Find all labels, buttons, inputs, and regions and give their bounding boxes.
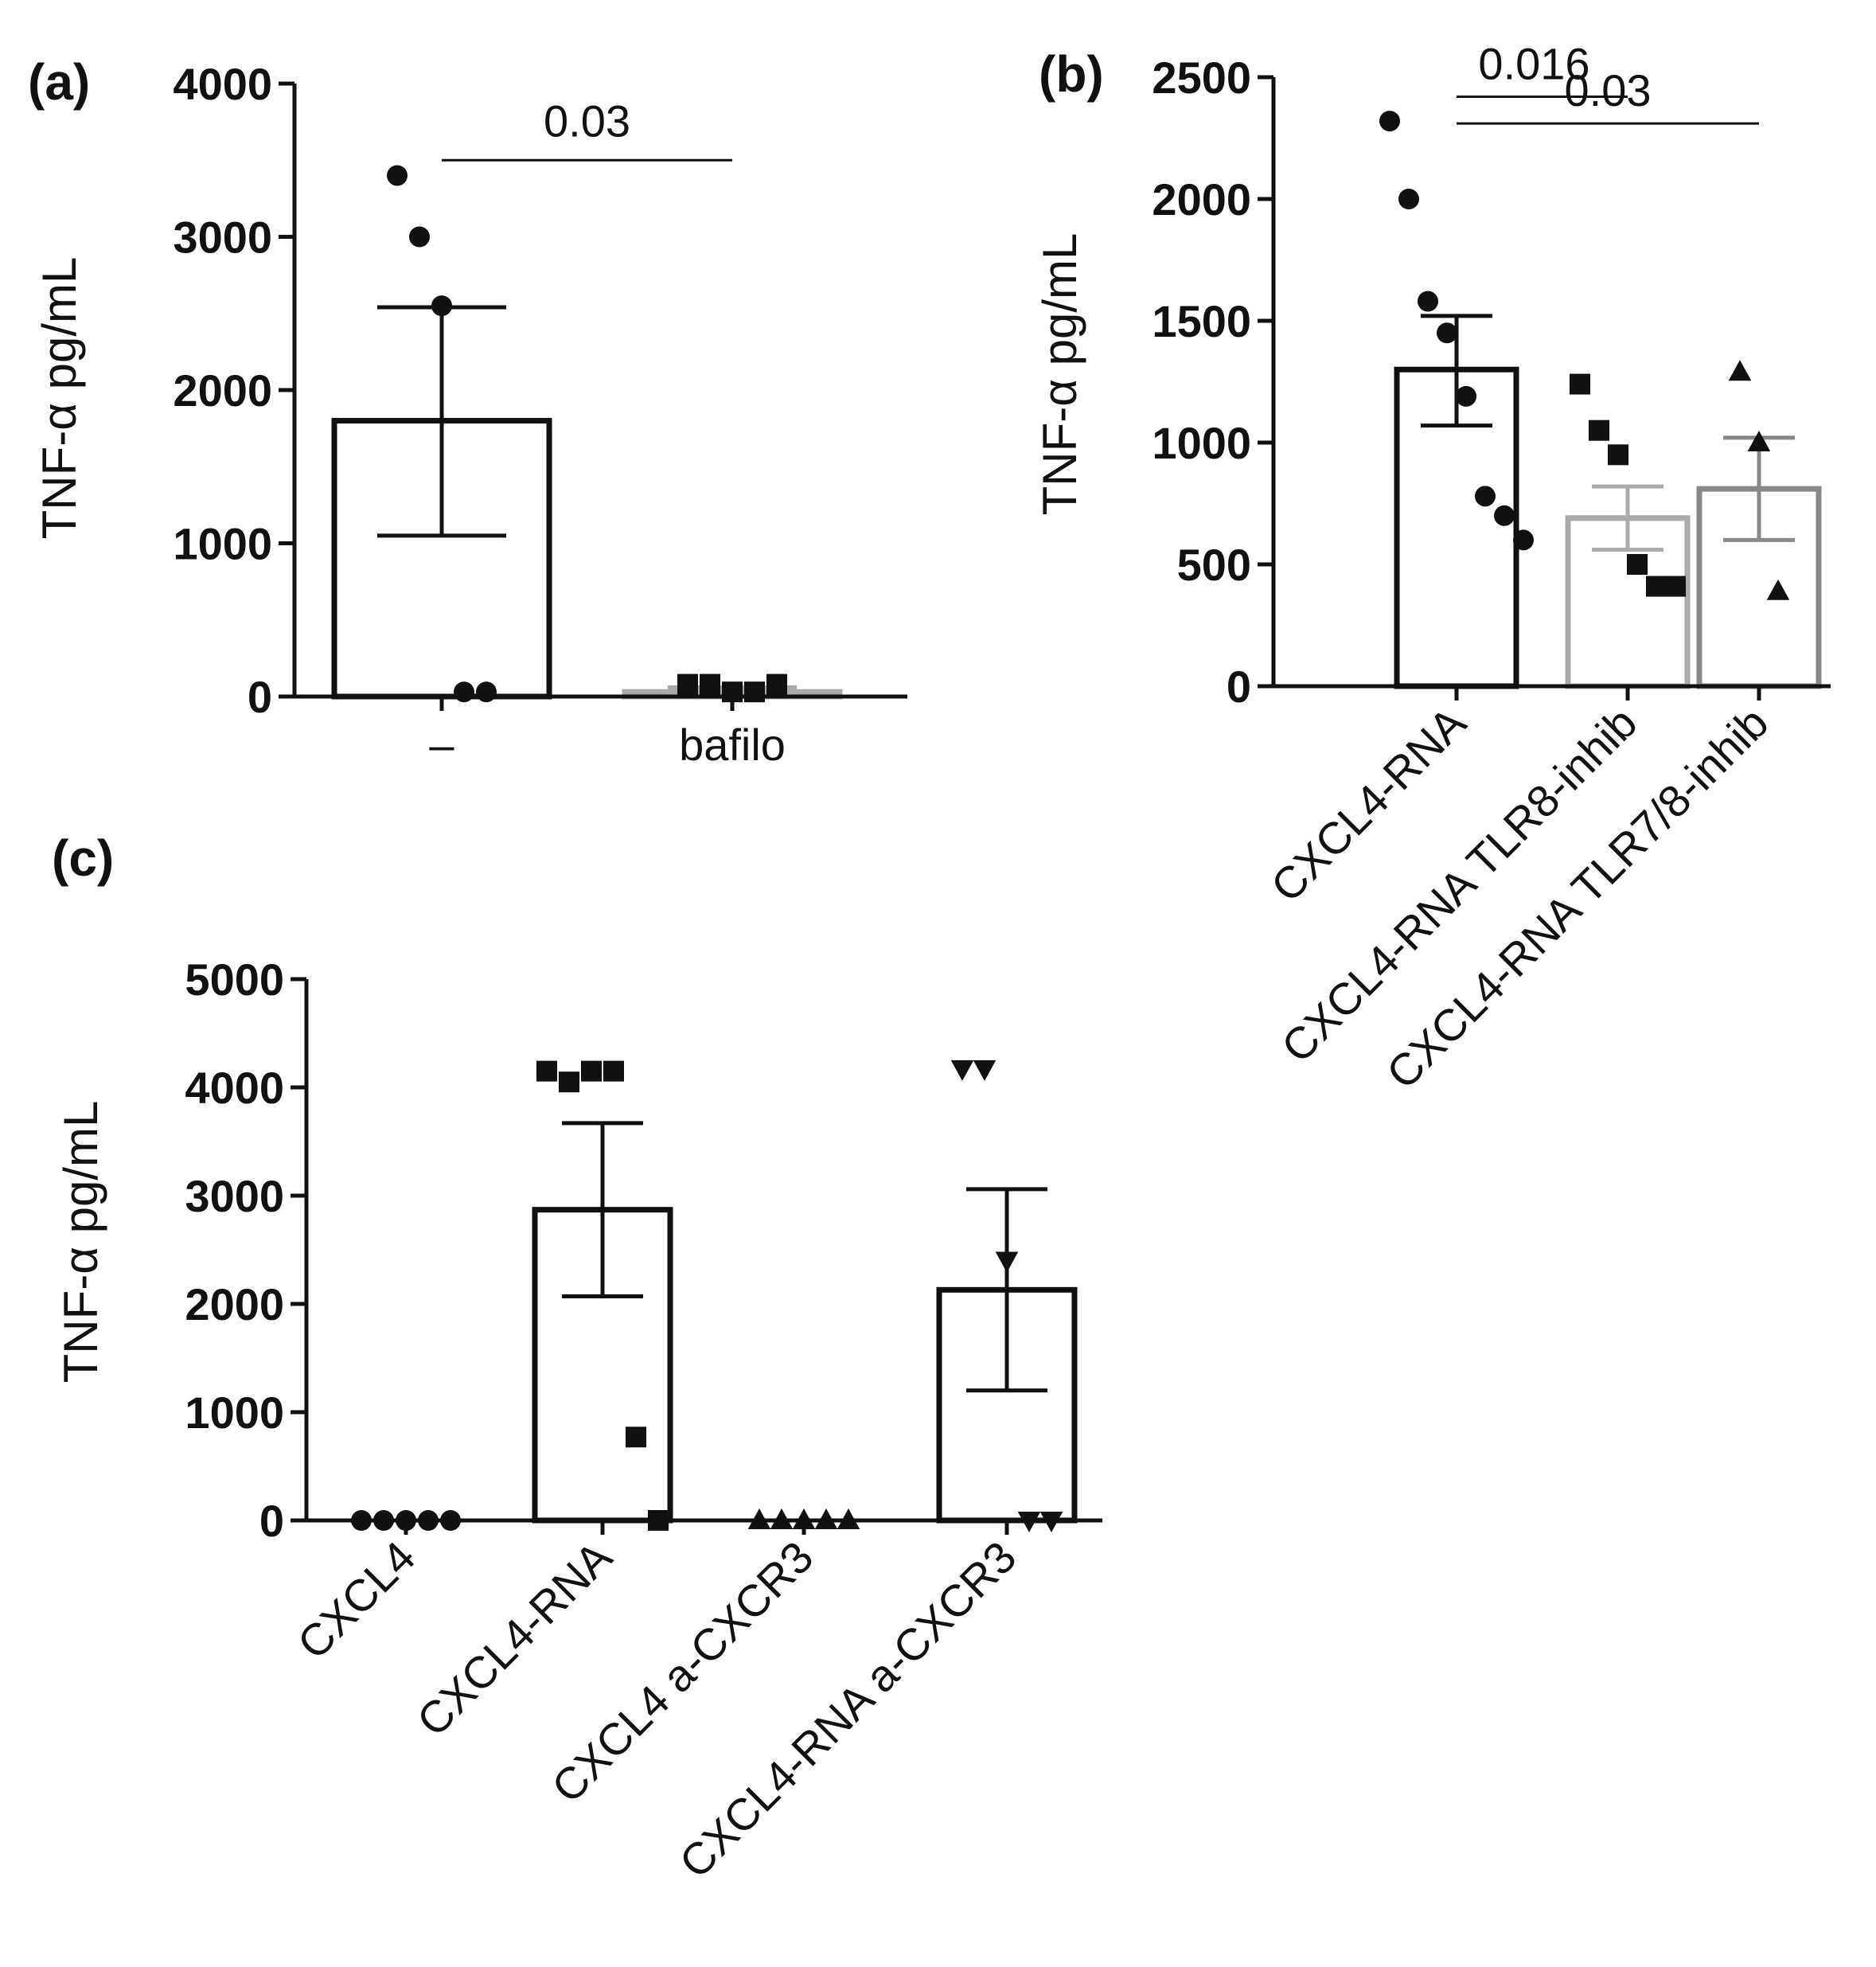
panel-1-y-tick-label-5: 2500 (1152, 53, 1251, 103)
panel-2-point-3-1 (973, 1060, 997, 1081)
panel-b-y-axis-title: TNF-α pg/mL (1033, 233, 1086, 516)
panel-1-error-bar-1 (1592, 484, 1663, 552)
panel-1-point-0-3 (1437, 322, 1457, 344)
panel-a: (a) TNF-α pg/mL 0 1000 2000 3000 4000 – bafilo… (28, 53, 907, 770)
panel-0-point-0-3 (454, 681, 474, 703)
panel-2-y-tick-label-4: 4000 (185, 1063, 284, 1113)
panel-0-point-1-0 (677, 673, 698, 695)
panel-c-y-axis-title: TNF-α pg/mL (54, 1101, 107, 1384)
panel-a-label: (a) (28, 53, 90, 111)
panel-0-y-tick-label-4: 4000 (173, 59, 272, 109)
panel-2-point-1-0 (536, 1060, 557, 1082)
panel-2-category-label-0: CXCL4 (287, 1532, 424, 1668)
panel-0-significance-label-0: 0.03 (544, 96, 630, 146)
panel-2-category-label-1: CXCL4-RNA (407, 1531, 621, 1745)
panel-2-y-tick-label-3: 3000 (185, 1171, 284, 1221)
panel-1-y-tick-label-0: 0 (1227, 662, 1251, 712)
panel-b: (b) TNF-α pg/mL 05001000150020002500CXCL… (1033, 38, 1831, 1099)
panel-2-point-1-4 (626, 1426, 646, 1448)
panel-0-point-0-1 (409, 226, 430, 248)
panel-1-point-0-1 (1398, 189, 1419, 209)
panel-0-point-0-0 (387, 165, 408, 186)
panel-2-point-3-0 (950, 1060, 974, 1081)
panel-1-y-tick-label-4: 2000 (1152, 174, 1251, 224)
panel-1-point-1-4 (1646, 576, 1667, 597)
panel-2-category-label-3: CXCL4-RNA a-CXCR3 (669, 1532, 1025, 1887)
panel-1-y-tick-label-2: 1000 (1152, 418, 1251, 468)
panel-1-y-tick-label-1: 500 (1177, 540, 1251, 590)
panel-0-y-tick-label-3: 3000 (173, 213, 272, 263)
panel-b-label: (b) (1039, 45, 1104, 103)
panel-2-y-tick-label-1: 1000 (185, 1387, 284, 1438)
panel-0-category-label-1: bafilo (679, 720, 786, 770)
panel-1-point-0-6 (1494, 505, 1515, 526)
panel-1-point-1-0 (1570, 373, 1590, 395)
panel-0-point-0-4 (476, 681, 497, 703)
panel-2-point-3-2 (995, 1251, 1019, 1273)
panel-0-point-1-4 (766, 673, 787, 695)
panel-1-point-0-7 (1513, 529, 1534, 551)
panel-2-point-1-3 (603, 1060, 624, 1082)
panel-1-point-1-5 (1665, 576, 1686, 597)
panel-c-label: (c) (52, 829, 114, 887)
panel-0-point-1-3 (744, 681, 765, 703)
panel-1-point-1-1 (1589, 420, 1609, 441)
panel-2-y-tick-label-5: 5000 (185, 954, 284, 1005)
panel-2-point-1-2 (581, 1060, 602, 1082)
panel-2-error-bar-3 (966, 1187, 1047, 1393)
panel-1-point-1-3 (1627, 554, 1648, 575)
panel-0-point-0-2 (431, 295, 452, 317)
panel-1-point-1-2 (1608, 444, 1628, 466)
panel-2-error-bar-1 (562, 1121, 643, 1298)
panel-0-category-label-0: – (429, 720, 454, 770)
panel-2-y-tick-label-2: 2000 (185, 1279, 284, 1329)
panel-a-y-axis-title: TNF-α pg/mL (33, 257, 86, 540)
panel-2-point-1-1 (559, 1071, 579, 1093)
panel-0-y-tick-label-1: 1000 (173, 519, 272, 569)
panel-2-y-tick-label-0: 0 (259, 1496, 284, 1546)
panel-1-point-0-5 (1475, 486, 1496, 507)
panel-0-point-1-1 (700, 673, 720, 695)
panel-1-point-2-1 (1747, 431, 1771, 452)
panel-1-point-0-2 (1418, 291, 1438, 312)
panel-1-point-2-0 (1728, 360, 1752, 381)
panel-0-y-tick-label-2: 2000 (173, 365, 272, 416)
panel-1-significance-label-0: 0.016 (1478, 38, 1589, 88)
panel-1-point-0-4 (1456, 385, 1476, 407)
panel-1-point-0-0 (1379, 111, 1400, 132)
panel-0-y-tick-label-0: 0 (248, 672, 272, 722)
panel-c: (c) TNF-α pg/mL 0 1000 2000 3000 4000 5000 CXC… (52, 829, 1102, 1887)
panel-1-y-tick-label-3: 1500 (1152, 296, 1251, 346)
panel-1-point-2-2 (1766, 579, 1790, 600)
panel-1-significance-label-1: 0.03 (1565, 65, 1652, 115)
